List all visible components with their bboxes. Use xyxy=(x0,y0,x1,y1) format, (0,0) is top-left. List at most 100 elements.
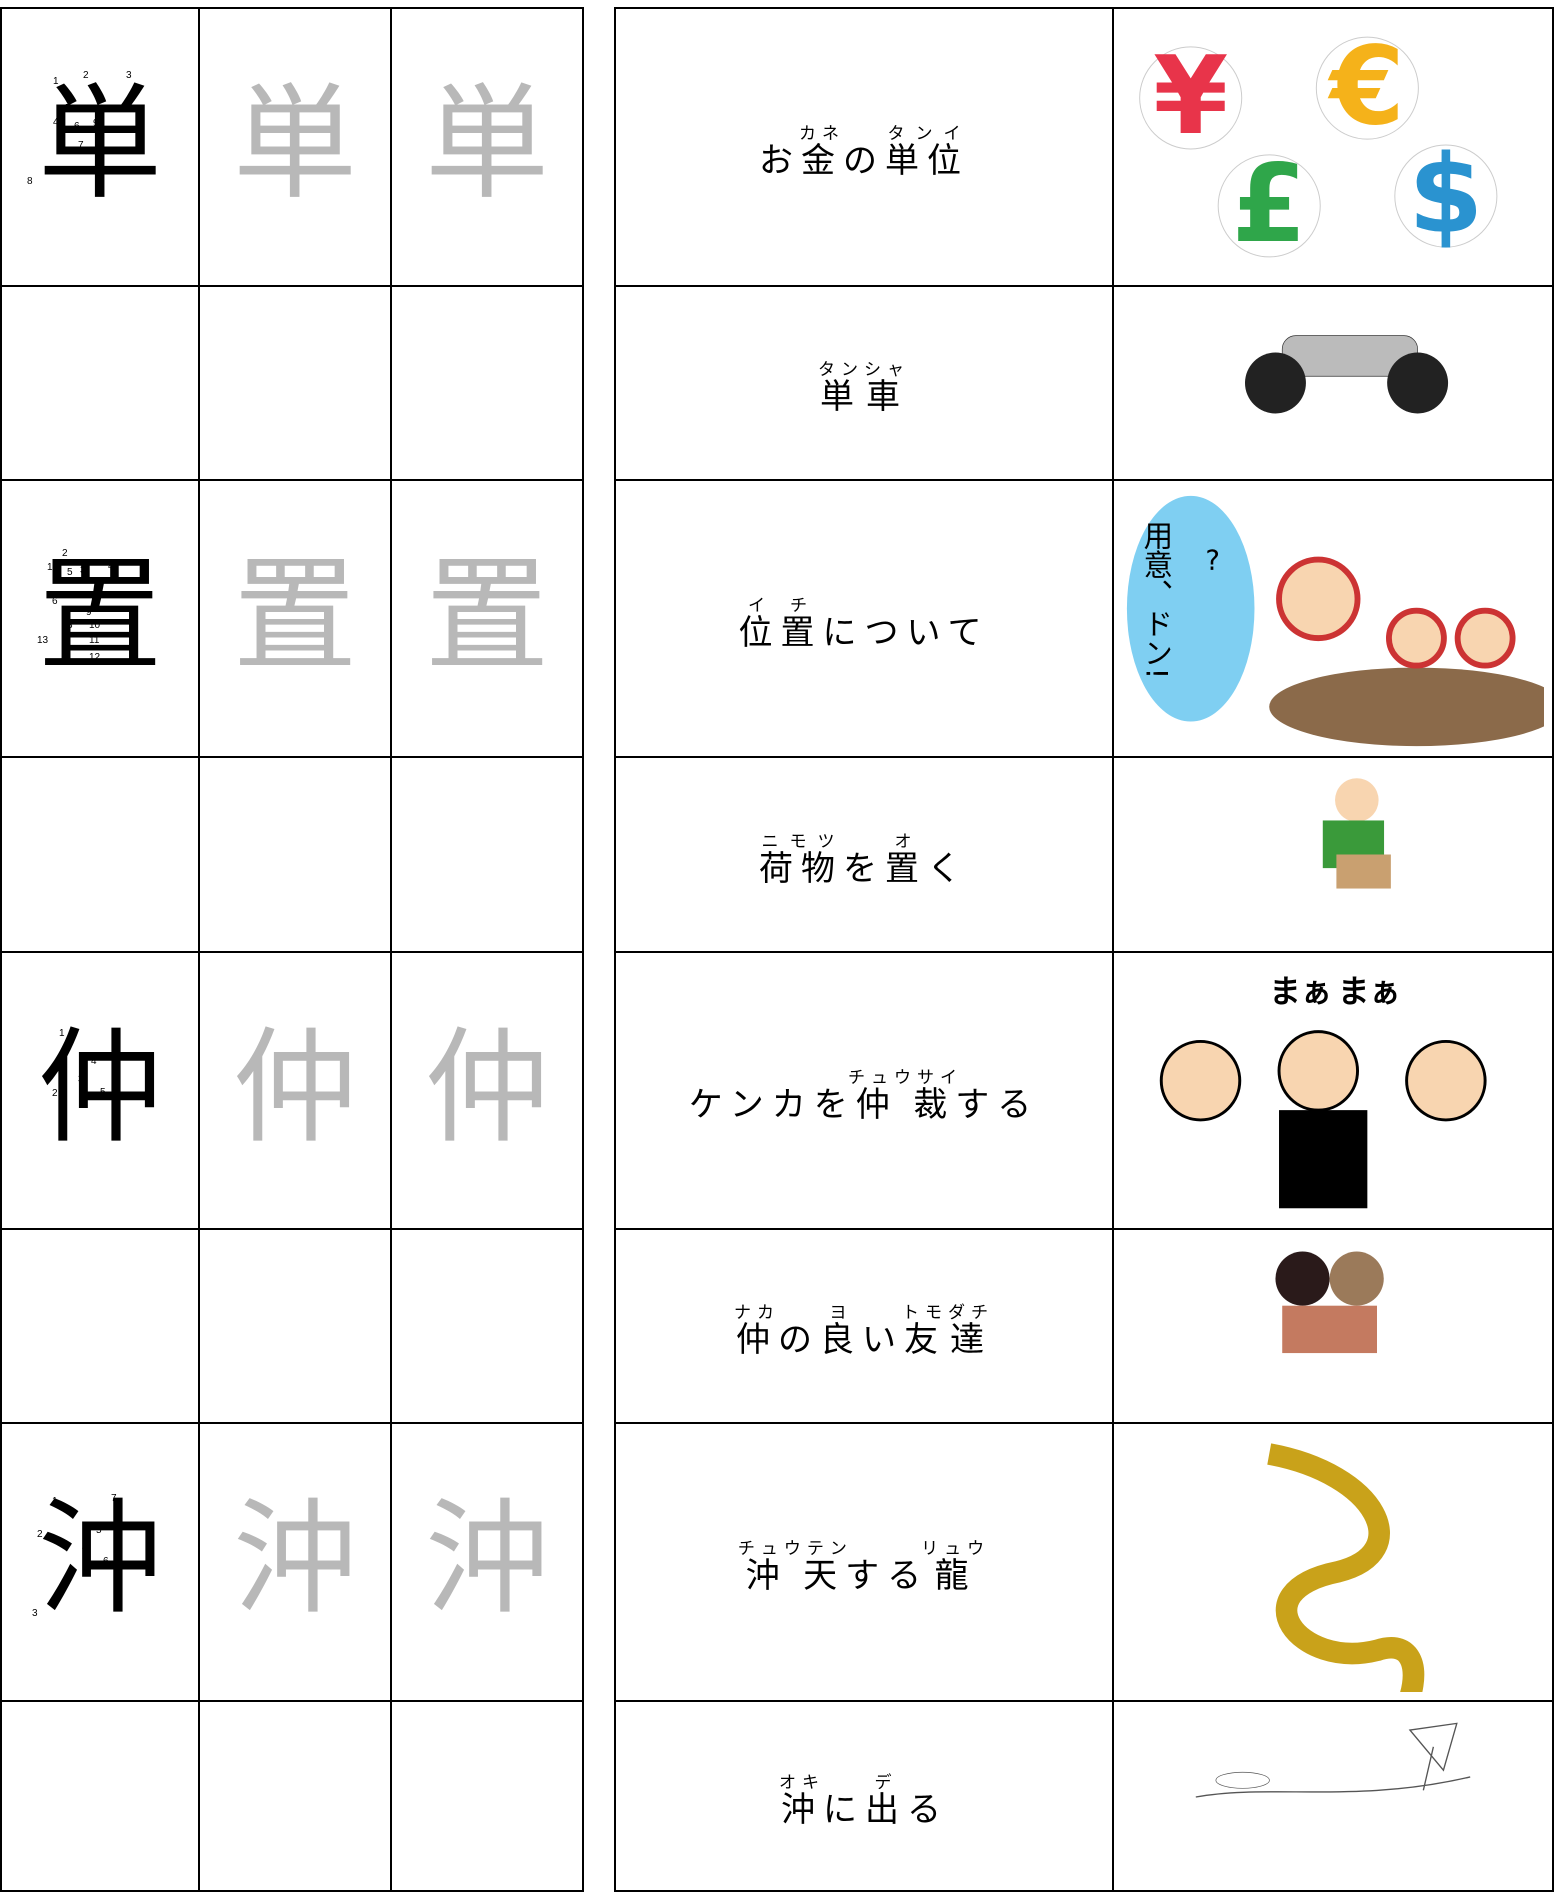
stroke-number: 7 xyxy=(111,1493,117,1504)
stroke-number: 5 xyxy=(100,1087,106,1098)
furigana: オキ xyxy=(779,1772,825,1793)
furigana: タンシャ xyxy=(818,359,910,380)
kanji-trace: 単 xyxy=(232,72,357,217)
kanji-word: 単車 xyxy=(818,376,910,417)
kanji-trace-cell: 仲 xyxy=(390,951,584,1230)
example-sentence: お金カネの単位タンイ xyxy=(616,124,1112,182)
kanji-word: 置 xyxy=(885,848,927,889)
stroke-number: 3 xyxy=(80,565,86,576)
illustration xyxy=(1322,778,1391,889)
stroke-number: 12 xyxy=(89,652,101,663)
kanji-word: 位置 xyxy=(738,612,823,653)
ruby-word: 沖天チュウテン xyxy=(738,1539,847,1596)
child xyxy=(1385,607,1447,669)
stroke-number: 6 xyxy=(103,1556,109,1567)
ruby-word: 置オ xyxy=(885,831,927,889)
illustration-cell: ¥ € £ $ xyxy=(1112,7,1554,287)
furigana: トモダチ xyxy=(902,1302,994,1323)
furigana: イチ xyxy=(738,595,823,616)
furigana: タンイ xyxy=(885,123,969,144)
stroke-number: 2 xyxy=(37,1529,43,1540)
stroke-number: 13 xyxy=(37,635,49,646)
illustration: まぁ まぁ xyxy=(1159,974,1487,1209)
practice-cell xyxy=(198,1228,392,1424)
kanji-trace: 仲 xyxy=(424,1016,549,1161)
kanji-model-cell: 単 xyxy=(0,7,200,287)
furigana: チュウサイ xyxy=(847,1067,963,1088)
stroke-number: 6 xyxy=(113,1028,119,1039)
kanji-trace-cell: 沖 xyxy=(198,1422,392,1702)
kanji-trace: 置 xyxy=(232,544,357,689)
furigana: ニモツ xyxy=(759,831,843,852)
kanji-word: 金 xyxy=(799,140,845,181)
kanji-model: 沖 xyxy=(37,1487,162,1632)
stroke-number: 6 xyxy=(52,596,58,607)
illustration xyxy=(1195,1722,1471,1798)
kana-text: に xyxy=(823,1789,865,1830)
stroke-number: 6 xyxy=(74,121,80,132)
furigana: ナカ xyxy=(734,1302,780,1323)
illustration xyxy=(1245,335,1449,414)
ruby-word: 友達トモダチ xyxy=(902,1303,994,1360)
practice-cell xyxy=(390,1228,584,1424)
worker-head xyxy=(1335,778,1379,822)
stroke-number: 4 xyxy=(108,561,114,572)
person-body xyxy=(1279,1110,1368,1209)
kanji-trace-cell: 置 xyxy=(198,479,392,758)
sentence-cell: ケンカを仲裁チュウサイする xyxy=(614,951,1114,1230)
illustration-cell xyxy=(1112,1700,1554,1892)
stroke-number: 2 xyxy=(62,548,68,559)
girl-head xyxy=(1275,1251,1330,1306)
icon-blob xyxy=(1394,144,1498,248)
kanji-trace-cell: 単 xyxy=(390,7,584,287)
stroke-number: 3 xyxy=(126,70,132,81)
bubble-text: 用意、ドン! xyxy=(1139,520,1173,679)
illustration: ¥ €£ $ xyxy=(1139,24,1498,267)
practice-cell xyxy=(390,756,584,953)
illustration-cell xyxy=(1112,285,1554,481)
practice-cell xyxy=(0,285,200,481)
sentence-cell: 仲ナカの良ヨい友達トモダチ xyxy=(614,1228,1114,1424)
stroke-number: 5 xyxy=(65,103,71,114)
dragon xyxy=(1267,1443,1425,1692)
currency-symbol: ¥ xyxy=(1153,34,1228,159)
illustration xyxy=(1267,1443,1425,1692)
wheel xyxy=(1245,352,1306,414)
practice-cell xyxy=(390,285,584,481)
speech-bubble xyxy=(1126,495,1255,722)
practice-cell xyxy=(0,1228,200,1424)
stroke-number: 1 xyxy=(52,1496,58,1507)
currency-symbol: € xyxy=(1327,24,1405,149)
kana-text: する xyxy=(845,1555,930,1596)
kanji-word: 友達 xyxy=(902,1319,994,1360)
practice-cell xyxy=(198,756,392,953)
practice-cell xyxy=(198,285,392,481)
kana-text: る xyxy=(907,1789,949,1830)
kanji-trace: 単 xyxy=(424,72,549,217)
ruby-word: 龍リュウ xyxy=(921,1539,990,1596)
kanji-model: 単 xyxy=(37,72,162,217)
kanji-word: 仲裁 xyxy=(847,1084,963,1125)
exclamation: まぁ xyxy=(1269,974,1332,1010)
kanji-trace-cell: 置 xyxy=(390,479,584,758)
ruby-word: 単車タンシャ xyxy=(818,360,910,417)
kanji-word: 単位 xyxy=(885,140,969,181)
person-head xyxy=(1159,1039,1242,1122)
example-sentence: 沖オキに出デる xyxy=(616,1773,1112,1831)
stroke-number: 5 xyxy=(96,1525,102,1536)
sentence-cell: 荷物ニモツを置オく xyxy=(614,756,1114,953)
exclamation: まぁ xyxy=(1338,974,1401,1010)
ruby-word: 単位タンイ xyxy=(885,124,969,181)
illustration-cell: まぁ まぁ xyxy=(1112,951,1554,1230)
parasol xyxy=(1408,1722,1458,1791)
girl-body xyxy=(1282,1305,1377,1354)
furigana: チュウテン xyxy=(737,1538,853,1559)
kanji-model-cell: 置 xyxy=(0,479,200,758)
bubble-text: ? xyxy=(1205,545,1220,576)
sentence-cell: 沖天チュウテンする龍リュウ xyxy=(614,1422,1114,1702)
icon-blob xyxy=(1217,154,1321,258)
ruby-word: 仲裁チュウサイ xyxy=(848,1067,957,1124)
illustration: 用意、ドン!? xyxy=(1126,495,1544,747)
kanji-word: 沖 xyxy=(779,1789,825,1830)
